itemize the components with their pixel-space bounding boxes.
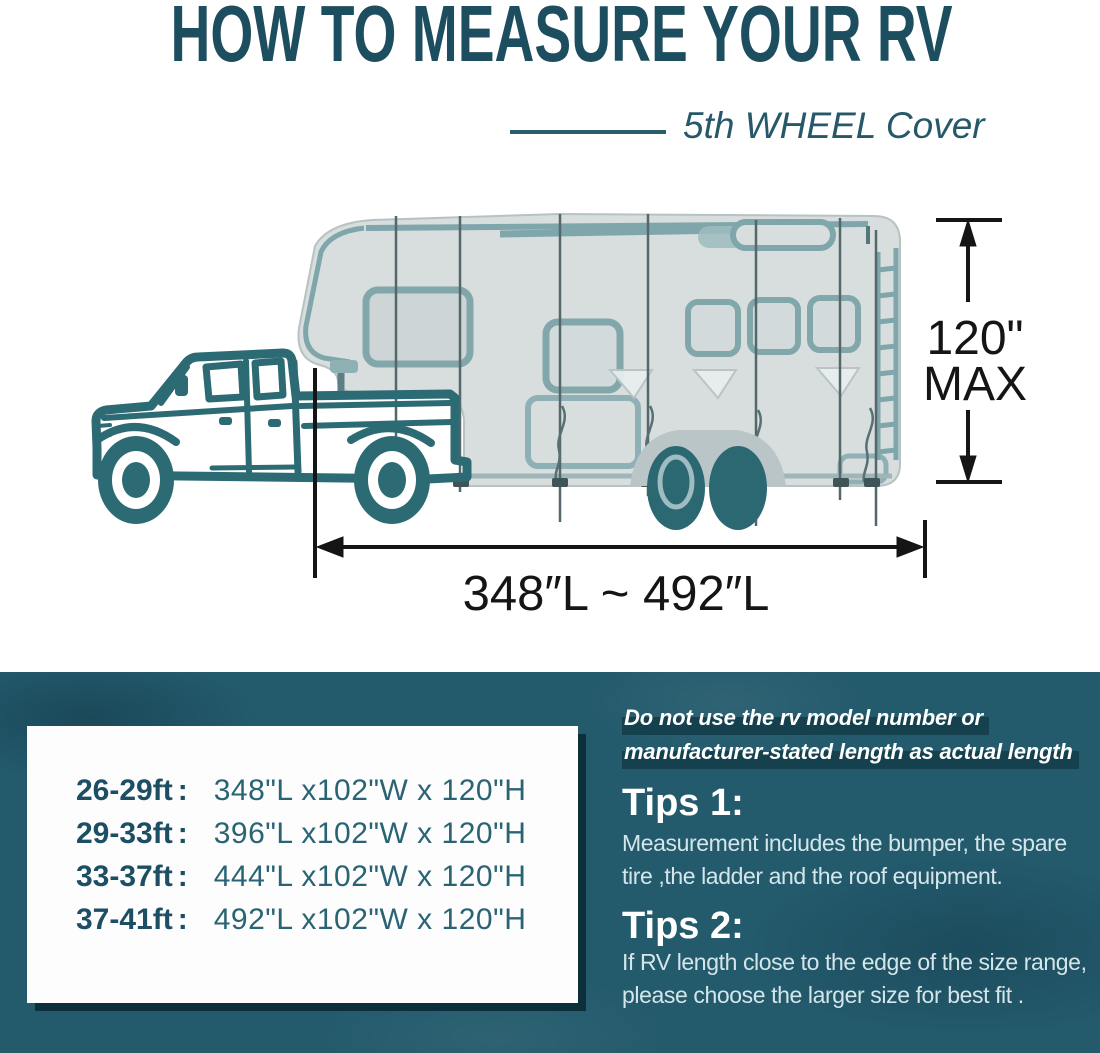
- size-dimensions: 348"L x102"W x 120"H: [213, 774, 527, 807]
- length-arrow-head-left: [315, 536, 344, 558]
- truck-windshield-line: [158, 364, 190, 406]
- truck-door-handle-2: [268, 419, 281, 427]
- pickup-truck: [91, 348, 472, 524]
- rv-hitch-box: [330, 360, 358, 373]
- tip-1-body: Measurement includes the bumper, the spa…: [622, 827, 1067, 893]
- rv-measurement-diagram: 120" MAX 348″L ~ 492″L: [91, 212, 1027, 621]
- colon: :: [177, 860, 188, 893]
- subtitle-dash: [510, 130, 666, 134]
- size-range: 29-33ft: [76, 817, 173, 850]
- truck-beltline: [101, 403, 295, 421]
- tip-2-body: If RV length close to the edge of the si…: [622, 946, 1087, 1012]
- size-range: 37-41ft: [76, 903, 173, 936]
- warning-line-1: Do not use the rv model number or: [622, 704, 989, 735]
- rv-rear-window-1: [685, 299, 741, 357]
- size-dimensions: 492"L x102"W x 120"H: [213, 903, 527, 936]
- table-row: 33-37ft : 444"L x102"W x 120"H: [76, 860, 578, 903]
- size-range: 26-29ft: [76, 774, 173, 807]
- truck-cab-rear-seam: [290, 358, 302, 476]
- truck-cab-window: [251, 357, 287, 401]
- tip-2-line-2: please choose the larger size for best f…: [622, 982, 1024, 1008]
- fifth-wheel-rv: [297, 212, 901, 530]
- length-measure: 348″L ~ 492″L: [313, 368, 927, 621]
- truck-mirror: [175, 375, 188, 396]
- rv-front-window: [362, 286, 474, 368]
- length-label: 348″L ~ 492″L: [463, 567, 770, 621]
- truck-bed-inner-rail: [297, 400, 453, 409]
- rv-rear-window-3: [807, 295, 861, 353]
- height-label-value: 120": [926, 312, 1023, 365]
- height-arrow-down-head: [959, 455, 977, 484]
- size-range: 33-37ft: [76, 860, 173, 893]
- cover-strap-guides: [607, 367, 861, 400]
- truck-grille-lines: [96, 423, 112, 438]
- truck-rocker-line: [209, 464, 299, 471]
- rv-side-window: [542, 318, 624, 394]
- truck-door-handle-1: [219, 417, 232, 425]
- size-table: 26-29ft : 348"L x102"W x 120"H 29-33ft :…: [27, 726, 578, 1003]
- height-label-unit: MAX: [923, 358, 1027, 411]
- rv-rear-window-2: [747, 297, 801, 355]
- tip-1-line-1: Measurement includes the bumper, the spa…: [622, 830, 1067, 856]
- size-dimensions: 444"L x102"W x 120"H: [213, 860, 527, 893]
- table-row: 29-33ft : 396"L x102"W x 120"H: [76, 817, 578, 860]
- tip-1-title: Tips 1:: [622, 782, 744, 824]
- colon: :: [177, 903, 188, 936]
- truck-door-seam: [243, 358, 252, 475]
- rv-roof-rail: [499, 226, 734, 238]
- rv-ladder: [875, 248, 899, 460]
- truck-wheel-front: [98, 436, 174, 524]
- truck-body-outline: [91, 348, 472, 484]
- rv-front-seam: [303, 225, 365, 365]
- table-row: 37-41ft : 492"L x102"W x 120"H: [76, 903, 578, 946]
- tip-1-line-2: tire ,the ladder and the roof equipment.: [622, 863, 1003, 889]
- page-title: HOW TO MEASURE YOUR RV: [170, 0, 953, 78]
- rv-wheel-rear: [709, 446, 767, 530]
- truck-rear-fender-arc: [347, 424, 435, 447]
- colon: :: [177, 774, 188, 807]
- rv-wheel-rim-ring: [657, 454, 695, 510]
- truck-wheel-rear: [354, 436, 430, 524]
- warning-line-2: manufacturer-stated length as actual len…: [622, 738, 1079, 769]
- height-arrow-up-head: [959, 218, 977, 247]
- table-row: 26-29ft : 348"L x102"W x 120"H: [76, 774, 578, 817]
- info-panel: 26-29ft : 348"L x102"W x 120"H 29-33ft :…: [0, 672, 1100, 1053]
- height-measure: 120" MAX: [923, 218, 1027, 484]
- subtitle: 5th WHEEL Cover: [683, 105, 985, 146]
- tip-2-line-1: If RV length close to the edge of the si…: [622, 949, 1087, 975]
- truck-door-window: [202, 360, 247, 403]
- length-arrow-head-right: [896, 536, 925, 558]
- rv-roof-pod: [730, 219, 836, 251]
- warning-note: Do not use the rv model number or manufa…: [622, 704, 1092, 772]
- colon: :: [177, 817, 188, 850]
- tip-2-title: Tips 2:: [622, 905, 744, 947]
- rv-storage-door: [525, 395, 641, 469]
- truck-bed-crease: [301, 419, 455, 429]
- size-dimensions: 396"L x102"W x 120"H: [213, 817, 527, 850]
